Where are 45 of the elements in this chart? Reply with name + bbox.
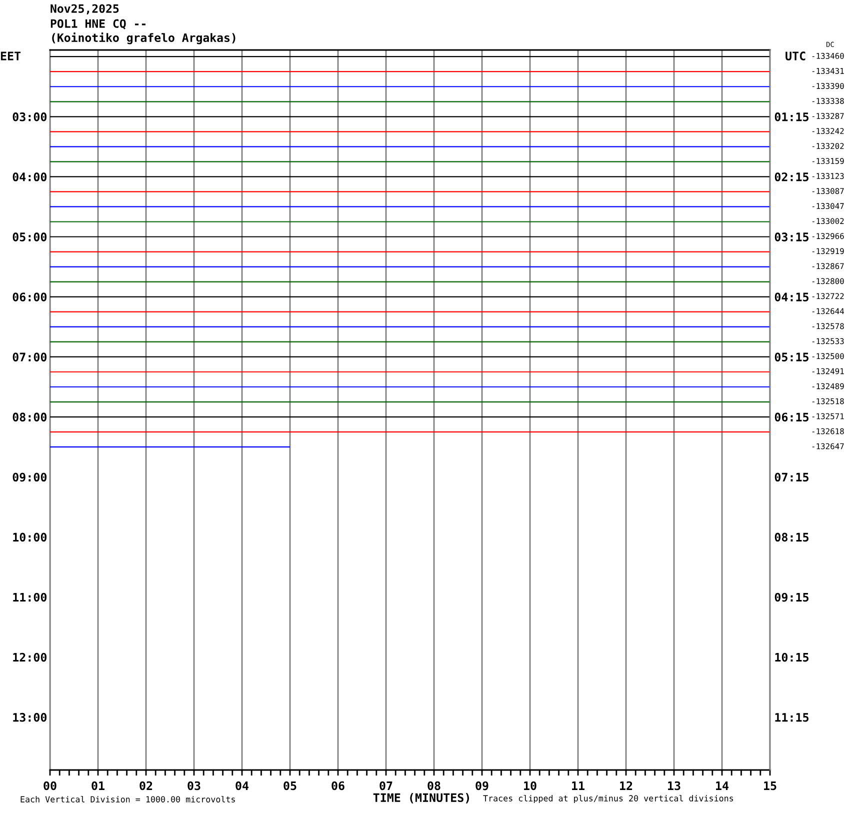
x-tick-label: 03 bbox=[188, 781, 200, 790]
x-tick-label: 06 bbox=[332, 781, 344, 790]
x-tick-label: 14 bbox=[716, 781, 728, 790]
y2-tick-label: 11:15 bbox=[775, 713, 808, 722]
y-tick-label: 09:00 bbox=[12, 472, 47, 482]
y-tick-label: 11:00 bbox=[13, 592, 47, 602]
x-tick-label: 02 bbox=[140, 781, 152, 790]
y-tick-label: 06:00 bbox=[12, 292, 47, 302]
y-tick-label: 12:00 bbox=[13, 652, 47, 662]
y-tick-label: 03:00 bbox=[12, 112, 47, 122]
chart-title: Nov25,2025 bbox=[50, 4, 119, 14]
y-tick-label: 13:00 bbox=[13, 712, 47, 722]
text: Traces clipped at plus/minus 20 vertical divisions bbox=[483, 794, 734, 804]
x-tick-label: 10 bbox=[524, 781, 536, 790]
x-tick-label: 09 bbox=[476, 781, 488, 790]
y-tick-label: 05:00 bbox=[12, 232, 47, 242]
x-tick-label: 13 bbox=[668, 781, 680, 790]
y2-tick-label: 10:15 bbox=[775, 652, 808, 662]
y2-tick-label: 04:15 bbox=[774, 292, 808, 302]
y2-tick-label: 01:15 bbox=[774, 112, 808, 122]
x-tick-label: 07 bbox=[380, 781, 392, 790]
y2-tick-label: 09:15 bbox=[774, 592, 808, 602]
y-tick-label: 07:00 bbox=[12, 352, 47, 362]
x-tick-label: 04 bbox=[236, 781, 248, 790]
x-axis-title: TIME (MINUTES) bbox=[373, 793, 469, 804]
y2-tick-label: 06:15 bbox=[774, 412, 808, 422]
y2-tick-label: 07:15 bbox=[774, 472, 808, 482]
y2-tick-label: 08:15 bbox=[774, 532, 808, 542]
y2-tick-label: 05:15 bbox=[774, 352, 808, 362]
chart-subtitle: POL1 HNE CQ -- (Koinotiko grafelo Argakas) bbox=[50, 19, 236, 44]
y2-axis-title: UTC bbox=[786, 52, 806, 60]
y2-tick-label: 03:15 bbox=[774, 232, 808, 242]
x-tick-label: 00 bbox=[44, 781, 56, 790]
y-tick-label: 10:00 bbox=[13, 532, 47, 542]
x-tick-label: 08 bbox=[428, 781, 440, 790]
y-tick-label: 08:00 bbox=[12, 412, 47, 422]
y-axis-title: EET bbox=[0, 52, 21, 60]
x-tick-label: 11 bbox=[572, 781, 584, 790]
y-tick-label: 04:00 bbox=[12, 172, 47, 182]
y2-tick-label: 02:15 bbox=[774, 172, 808, 182]
x-tick-label: 01 bbox=[92, 781, 104, 790]
x-tick-label: 12 bbox=[620, 781, 632, 790]
x-tick-label: 15 bbox=[764, 781, 776, 790]
x-tick-label: 05 bbox=[284, 781, 296, 790]
text: Each Vertical Division = 1000.00 microvolts bbox=[20, 796, 235, 802]
